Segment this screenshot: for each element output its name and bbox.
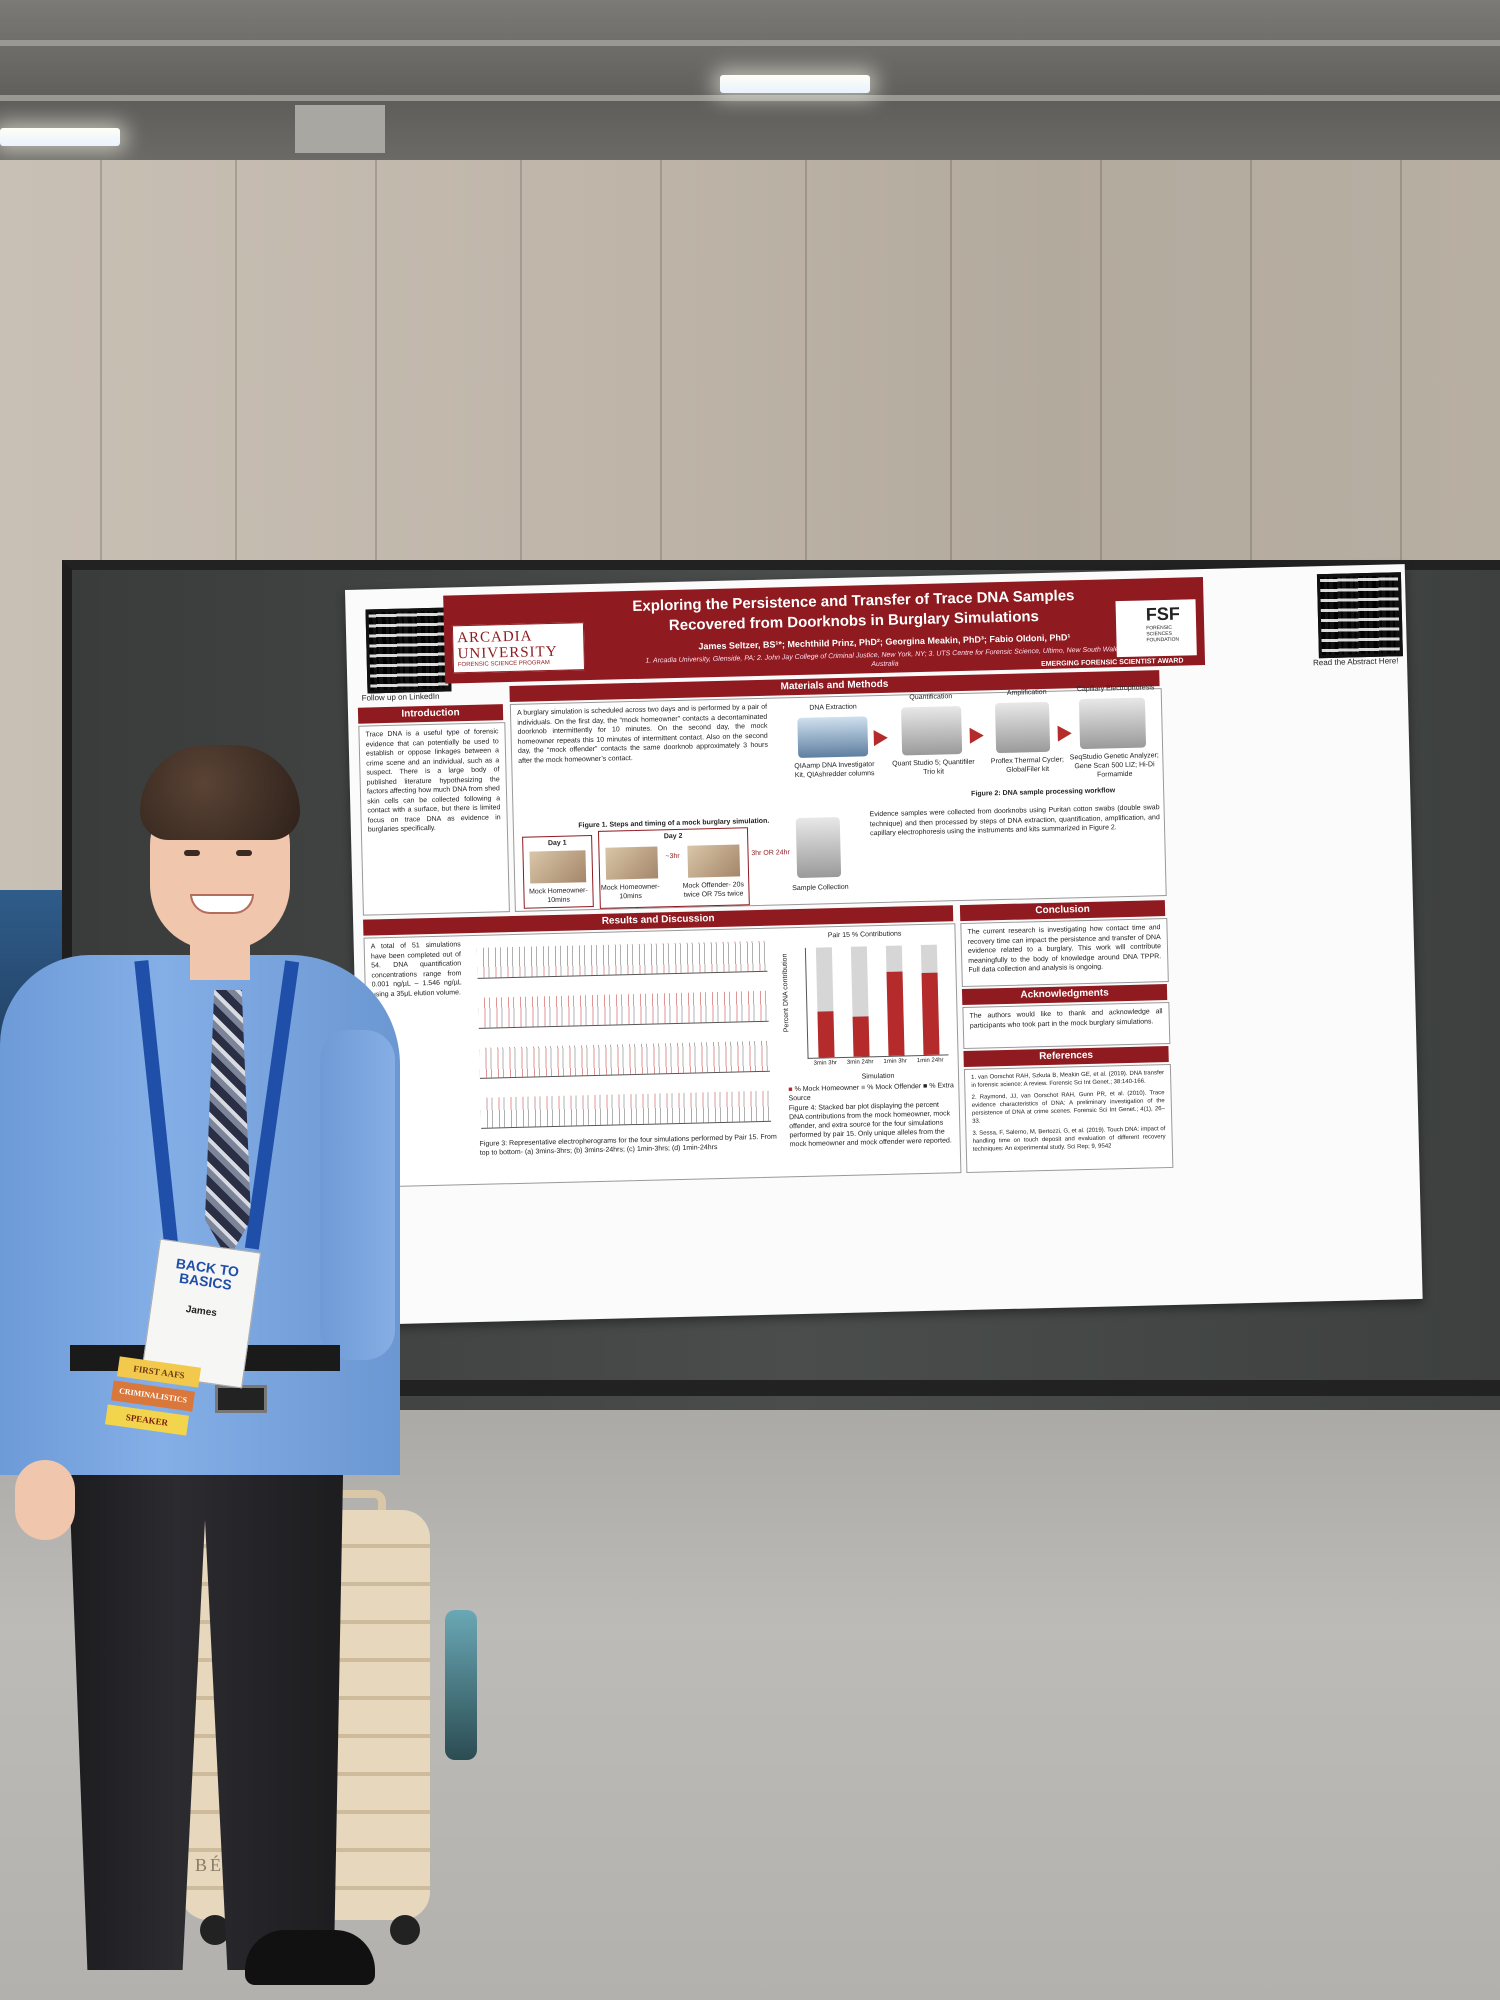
step-label: Sample Collection xyxy=(792,883,849,893)
poster-board-frame xyxy=(300,1380,1500,1396)
extraction-kit-photo xyxy=(797,716,869,758)
workflow-step: DNA Extraction xyxy=(809,703,857,712)
left-hand xyxy=(15,1460,75,1540)
arcadia-logo-text: ARCADIA UNIVERSITY xyxy=(457,628,558,663)
suitcase-wheels xyxy=(200,1915,420,1945)
arcadia-logo: ARCADIA UNIVERSITY FORENSIC SCIENCE PROG… xyxy=(451,622,586,674)
ceiling-beam xyxy=(0,40,1500,46)
timing-label: ~3hr xyxy=(665,852,680,861)
legend-offender: % Mock Offender xyxy=(867,1083,922,1092)
electropherogram-a xyxy=(476,940,768,979)
conclusion-text: The current research is investigating ho… xyxy=(967,924,1162,974)
workflow-kit: QIAamp DNA Investigator Kit, QIAshredder… xyxy=(794,761,875,780)
conclusion-box: The current research is investigating ho… xyxy=(960,918,1169,988)
shoe xyxy=(245,1930,375,1985)
materials-box: A burglary simulation is scheduled acros… xyxy=(509,684,1167,912)
timing-label: 3hr OR 24hr xyxy=(751,849,790,858)
ceiling xyxy=(0,0,1500,170)
workflow-kit: SeqStudio Genetic Analyzer; Gene Scan 50… xyxy=(1069,752,1159,779)
electropherogram-b xyxy=(478,990,769,1029)
right-arm xyxy=(320,1030,395,1360)
figure-2-caption: Figure 2: DNA sample processing workflow xyxy=(971,787,1116,798)
fsf-logo-sub: FORENSIC SCIENCES FOUNDATION xyxy=(1146,624,1180,644)
hair xyxy=(140,745,300,840)
ceiling-light xyxy=(720,75,870,93)
step-label: Mock Offender- 20s twice OR 75s twice xyxy=(682,881,745,899)
workflow-kit: Proflex Thermal Cycler; GlobalFiler kit xyxy=(990,756,1064,774)
bar-homeowner xyxy=(921,972,940,1056)
necktie xyxy=(205,990,251,1260)
chart-xlabel: Simulation xyxy=(861,1072,895,1081)
results-box: A total of 51 simulations have been comp… xyxy=(363,923,962,1188)
day-1-label: Day 1 xyxy=(547,839,567,848)
bar-homeowner xyxy=(886,971,905,1056)
arrow-icon xyxy=(873,729,888,747)
arrow-icon xyxy=(969,727,984,744)
results-text: A total of 51 simulations have been comp… xyxy=(370,941,462,998)
reference-item: 2. Raymond, JJ, van Oorschot RAH, Gunn P… xyxy=(971,1090,1166,1125)
title-banner: ARCADIA UNIVERSITY FORENSIC SCIENCE PROG… xyxy=(443,577,1206,684)
contribution-chart xyxy=(804,944,949,1059)
day-1-box: Day 1 Mock Homeowner- 10mins xyxy=(522,835,594,909)
doorknob-photo xyxy=(605,846,659,880)
electropherogram-d xyxy=(480,1090,772,1129)
acknowledgments-text: The authors would like to thank and ackn… xyxy=(969,1008,1163,1030)
ceiling-beam xyxy=(0,95,1500,101)
x-tick-label: 1min 24hr xyxy=(916,1057,944,1065)
poster-title: Exploring the Persistence and Transfer o… xyxy=(632,587,1075,635)
research-poster: Follow up on LinkedIn Read the Abstract … xyxy=(345,564,1423,1325)
evidence-text: Evidence samples were collected from doo… xyxy=(869,804,1160,838)
introduction-box: Trace DNA is a useful type of forensic e… xyxy=(358,722,510,916)
step-label: Mock Homeowner- 10mins xyxy=(528,887,588,905)
chart-title: Pair 15 % Contributions xyxy=(827,930,902,940)
workflow-step: Quantification xyxy=(909,693,953,702)
electropherogram-c xyxy=(479,1040,770,1079)
badge-event: BACK TO BASICS xyxy=(174,1255,241,1293)
reference-item: 3. Sessa, F, Salerno, M, Bertozzi, G, et… xyxy=(972,1126,1166,1153)
acknowledgments-box: The authors would like to thank and ackn… xyxy=(962,1001,1171,1050)
arrow-icon xyxy=(1057,725,1072,742)
qr-code-linkedin xyxy=(365,607,452,694)
section-introduction: Introduction xyxy=(357,704,504,724)
quantstudio-photo xyxy=(901,705,963,756)
bar-homeowner xyxy=(816,1011,835,1058)
speaker-box xyxy=(295,105,385,153)
fsf-logo-text: FSF xyxy=(1145,603,1181,625)
ceiling-light xyxy=(0,128,120,146)
x-tick-label: 3min 24hr xyxy=(846,1059,874,1066)
figure-3-caption: Figure 3: Representative electropherogra… xyxy=(479,1133,777,1157)
x-tick-label: 3min 3hr xyxy=(813,1060,837,1067)
belt-buckle xyxy=(215,1385,267,1413)
chart-xaxis: 3min 3hr 3min 24hr 1min 3hr 1min 24hr xyxy=(808,1056,948,1071)
x-tick-label: 1min 3hr xyxy=(883,1058,907,1065)
workflow-kit: Quant Studio 5; Quantifiler Trio kit xyxy=(892,758,975,776)
thermal-cycler-photo xyxy=(994,701,1051,754)
swab-kit-photo xyxy=(795,816,842,879)
fsf-logo: FSF FORENSIC SCIENCES FOUNDATION xyxy=(1115,599,1197,658)
day-2-box: Day 2 ~3hr Mock Homeowner- 10mins Mock O… xyxy=(597,827,750,909)
chart-ylabel: Percent DNA contribution xyxy=(781,953,791,1033)
workflow-step: Capillary Electrophoresis xyxy=(1076,684,1155,694)
legend-homeowner: % Mock Homeowner xyxy=(794,1084,860,1094)
qr-right-caption: Read the Abstract Here! xyxy=(1312,656,1399,668)
introduction-text: Trace DNA is a useful type of forensic e… xyxy=(365,728,501,834)
doorknob-photo xyxy=(687,844,741,878)
step-label: Mock Homeowner- 10mins xyxy=(600,883,660,901)
water-bottle xyxy=(445,1610,477,1760)
qr-code-abstract xyxy=(1316,572,1403,659)
qr-left-caption: Follow up on LinkedIn xyxy=(361,691,440,703)
figure-4-caption: Figure 4: Stacked bar plot displaying th… xyxy=(788,1101,952,1149)
day-2-label: Day 2 xyxy=(663,832,683,841)
workflow-step: Amplification xyxy=(1006,688,1047,697)
badge-name: James xyxy=(185,1303,218,1320)
genetic-analyzer-photo xyxy=(1078,697,1147,750)
doorknob-photo xyxy=(529,850,587,884)
methods-text: A burglary simulation is scheduled acros… xyxy=(516,703,769,765)
bar-homeowner xyxy=(852,1016,870,1057)
references-box: 1. van Oorschot RAH, Szkuta B, Meakin GE… xyxy=(963,1063,1174,1173)
